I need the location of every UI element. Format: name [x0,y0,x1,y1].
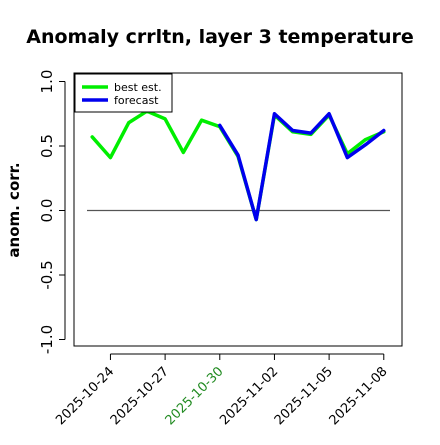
y-tick-label: -0.5 [38,260,56,289]
x-tick-label: 2025-11-08 [327,364,391,428]
y-tick-label: 0.5 [38,134,56,158]
legend-box [74,73,173,113]
legend-label: forecast [114,94,159,107]
series-line-best-est [90,109,386,222]
y-tick-label: 1.0 [38,70,56,94]
legend-label: best est. [114,81,162,94]
series-line-forecast [218,112,386,222]
y-axis-label: anom. corr. [5,162,23,258]
y-tick-label: 0.0 [38,199,56,223]
y-tick-label: -1.0 [38,325,56,354]
plot-frame [73,72,403,347]
chart-title: Anomaly crrltn, layer 3 temperature [26,26,414,48]
